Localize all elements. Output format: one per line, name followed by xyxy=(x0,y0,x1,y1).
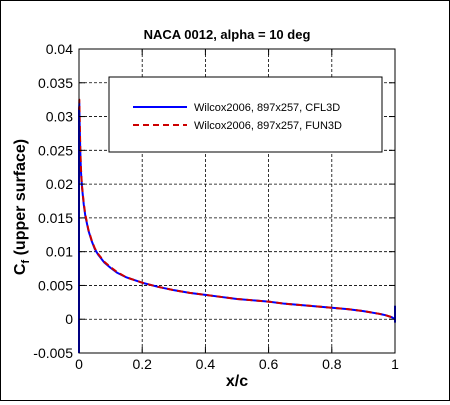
y-tick-labels: -0.005 0 0.005 0.01 0.015 0.02 0.025 0.03 0.035 0… xyxy=(33,41,73,361)
legend-label-cfl3d: Wilcox2006, 897x257, CFL3D xyxy=(194,102,340,114)
ticks xyxy=(78,48,396,354)
x-tick-labels: 0 0.2 0.4 0.6 0.8 1 xyxy=(75,356,399,372)
y-tick-label: 0.02 xyxy=(46,176,73,192)
legend-box xyxy=(108,76,383,153)
y-axis-label: Cf (upper surface) xyxy=(12,139,32,275)
y-tick-label: 0.015 xyxy=(38,210,73,226)
y-tick-label: 0.01 xyxy=(46,244,73,260)
y-axis-label-subscript: f xyxy=(20,260,32,264)
y-tick-label: -0.005 xyxy=(33,345,73,361)
y-axis-label-main: C xyxy=(12,263,29,275)
x-tick-label: 0.2 xyxy=(132,356,152,372)
x-tick-label: 0.4 xyxy=(196,356,216,372)
y-tick-label: 0.025 xyxy=(38,142,73,158)
x-axis-label: x/c xyxy=(226,373,248,390)
y-tick-label: 0.04 xyxy=(46,41,73,57)
y-tick-label: 0.035 xyxy=(38,75,73,91)
x-tick-label: 0.8 xyxy=(322,356,342,372)
y-axis-label-rest: (upper surface) xyxy=(12,139,29,260)
x-tick-label: 0.6 xyxy=(259,356,279,372)
y-tick-label: 0 xyxy=(65,311,73,327)
chart-title: NACA 0012, alpha = 10 deg xyxy=(144,27,311,42)
legend-label-fun3d: Wilcox2006, 897x257, FUN3D xyxy=(194,120,342,132)
x-tick-label: 1 xyxy=(391,356,399,372)
x-tick-label: 0 xyxy=(75,356,83,372)
plot-border xyxy=(78,48,396,354)
y-tick-label: 0.005 xyxy=(38,277,73,293)
series-line-1 xyxy=(78,98,396,321)
y-tick-label: 0.03 xyxy=(46,109,73,125)
legend: Wilcox2006, 897x257, CFL3D Wilcox2006, 8… xyxy=(108,76,383,153)
